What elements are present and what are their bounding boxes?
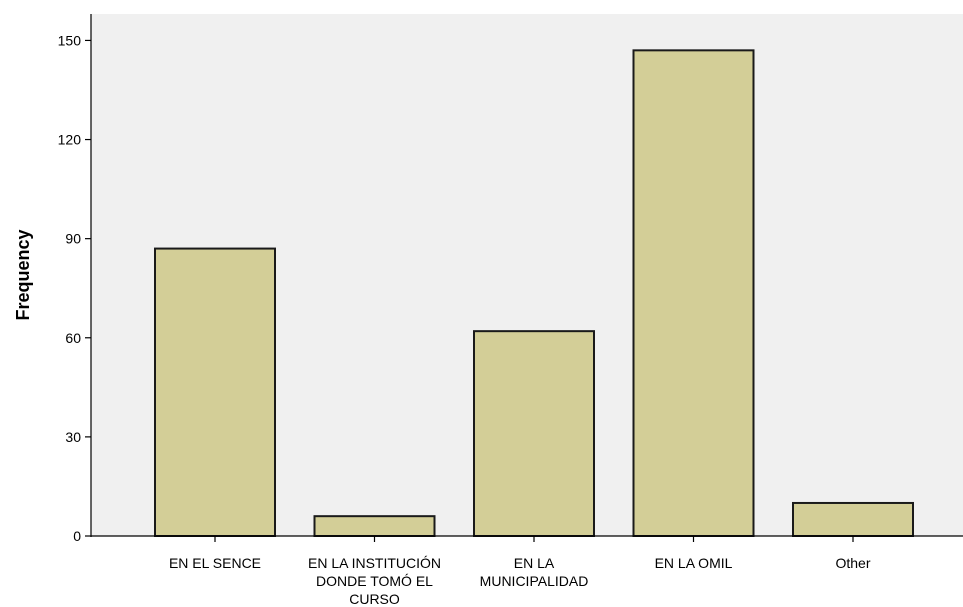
bar-2 — [313, 515, 436, 537]
x-category-label: EN LA INSTITUCIÓN DONDE TOMÓ EL CURSO — [308, 555, 441, 607]
bar-3 — [473, 330, 595, 537]
x-category-label: Other — [835, 555, 870, 571]
bar-5 — [792, 501, 914, 538]
y-tick-label: 60 — [65, 330, 81, 346]
x-axis-labels: EN EL SENCE EN LA INSTITUCIÓN DONDE TOMÓ E… — [169, 536, 871, 607]
y-tick-label: 150 — [58, 32, 82, 48]
bars-group — [154, 49, 914, 538]
y-tick-label: 0 — [73, 528, 81, 544]
y-axis-ticks: 0 30 60 90 120 150 — [58, 32, 91, 544]
y-axis-title: Frequency — [13, 229, 33, 320]
y-tick-label: 120 — [58, 132, 82, 148]
x-category-label: EN EL SENCE — [169, 555, 261, 571]
x-category-label: EN LA OMIL — [655, 555, 733, 571]
y-tick-label: 90 — [65, 231, 81, 247]
bar-1 — [154, 247, 276, 538]
y-tick-label: 30 — [65, 429, 81, 445]
bar-4 — [632, 49, 755, 538]
x-category-label: EN LA MUNICIPALIDAD — [480, 555, 589, 589]
